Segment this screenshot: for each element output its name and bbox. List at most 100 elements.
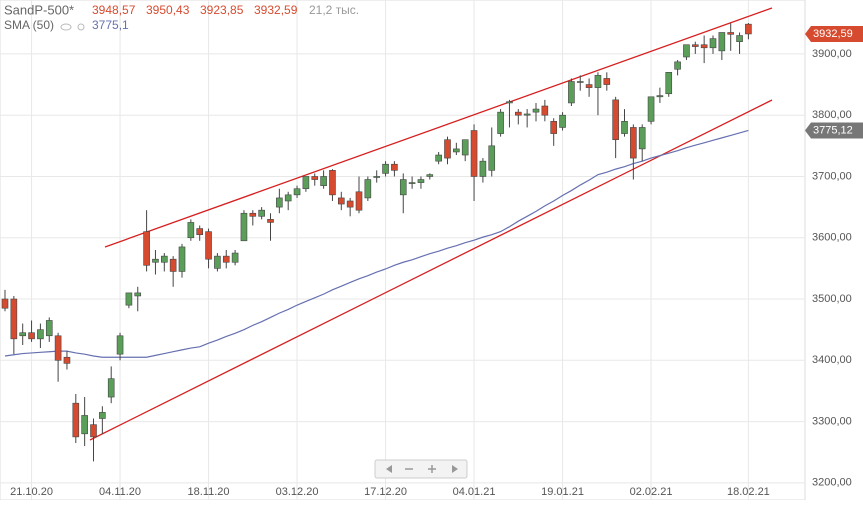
candle-body [444, 139, 451, 159]
candle-body [541, 105, 549, 116]
candle-body [1, 298, 9, 309]
candle-body [718, 32, 726, 52]
legend-title: SandP-500* [4, 2, 74, 17]
x-tick-label: 18.02.21 [727, 486, 770, 498]
candle-body [647, 96, 655, 122]
x-tick-label: 21.10.20 [10, 486, 53, 498]
candle-body [276, 197, 283, 208]
candle-body [107, 378, 115, 398]
candle-body [222, 255, 230, 263]
legend-sma-value: 3775,1 [92, 18, 129, 32]
candle-body [116, 335, 124, 355]
candle-body [461, 139, 469, 156]
x-tick-label: 03.12.20 [276, 486, 319, 498]
sma-price-label: 3775,12 [813, 124, 853, 136]
candle-body [391, 163, 398, 171]
candle-body [54, 335, 62, 361]
candle-body [506, 101, 513, 104]
last-price-label-bg [805, 25, 863, 42]
candle-body [417, 179, 425, 183]
x-tick-label: 18.11.20 [188, 486, 230, 498]
candle-body [630, 127, 637, 159]
candle-body [709, 38, 717, 49]
candle-body [470, 130, 478, 177]
y-tick-label: 3400,00 [812, 354, 852, 366]
legend-close: 3932,59 [254, 3, 298, 17]
candle-body [72, 402, 80, 438]
candle-body [45, 320, 53, 337]
candle-body [311, 176, 319, 180]
candle-body [426, 174, 434, 177]
candle-body [125, 292, 133, 306]
candle-body [373, 176, 381, 178]
candle-body [337, 197, 345, 205]
candle-body [514, 111, 522, 116]
settings-icon[interactable] [77, 23, 85, 31]
y-tick-label: 3600,00 [812, 232, 852, 244]
last-price-label: 3932,59 [813, 28, 853, 40]
candle-body [594, 75, 602, 88]
candle-body [37, 329, 44, 340]
x-tick-label: 02.02.21 [630, 486, 673, 498]
candle-body [240, 212, 248, 242]
legend-volume: 21,2 тыс. [309, 3, 359, 17]
candle-body [81, 415, 88, 435]
candle-body [169, 258, 177, 272]
candle-body [143, 231, 150, 266]
candle-body [656, 95, 664, 98]
candle-body [408, 182, 416, 184]
candle-body [249, 212, 257, 217]
nav-left[interactable] [386, 465, 392, 473]
candle-body [532, 108, 540, 113]
candle-body [638, 127, 646, 150]
candle-body [497, 111, 504, 134]
candle-body [152, 258, 159, 263]
candle-body [727, 32, 735, 35]
candle-body [267, 219, 274, 223]
candle-body [161, 255, 168, 263]
candle-body [435, 154, 442, 162]
candle-body [99, 412, 106, 419]
candle-body [258, 209, 265, 217]
nav-zoom-in[interactable] [428, 465, 436, 473]
candle-body [346, 200, 354, 208]
nav-right[interactable] [452, 465, 458, 473]
y-tick-label: 3500,00 [812, 293, 852, 305]
nav-buttons [374, 459, 468, 479]
candle-body [134, 292, 142, 297]
candle-body [19, 332, 27, 337]
y-tick-label: 3200,00 [812, 477, 852, 489]
candle-body [302, 176, 310, 190]
candle-body [231, 252, 239, 263]
legend-low: 3923,85 [200, 3, 244, 17]
candle-body [683, 44, 690, 58]
sma-price-label-bg [805, 122, 863, 139]
candle-body [488, 145, 496, 171]
candle-body [700, 44, 708, 49]
candle-body [63, 356, 71, 364]
candle-body [364, 179, 372, 199]
candle-body [28, 332, 35, 340]
candle-body [320, 176, 327, 186]
candle-body [691, 44, 699, 47]
candle-body [90, 424, 97, 438]
candle-body [399, 179, 407, 196]
trend-line-upper [104, 7, 773, 248]
x-tick-label: 04.01.21 [453, 486, 496, 498]
sma-line [4, 129, 749, 358]
y-tick-label: 3900,00 [812, 48, 852, 60]
candle-body [523, 113, 531, 116]
candle-body [585, 84, 593, 88]
candle-body [479, 160, 487, 177]
candle-body [293, 188, 301, 196]
candle-body [187, 222, 195, 239]
candle-body [603, 78, 611, 85]
eye-icon[interactable] [60, 23, 72, 31]
candle-body [178, 246, 186, 272]
candle-body [550, 121, 558, 134]
x-tick-label: 04.11.20 [99, 486, 141, 498]
candle-body [284, 194, 292, 202]
x-tick-label: 19.01.21 [541, 486, 584, 498]
candle-body [576, 81, 584, 83]
